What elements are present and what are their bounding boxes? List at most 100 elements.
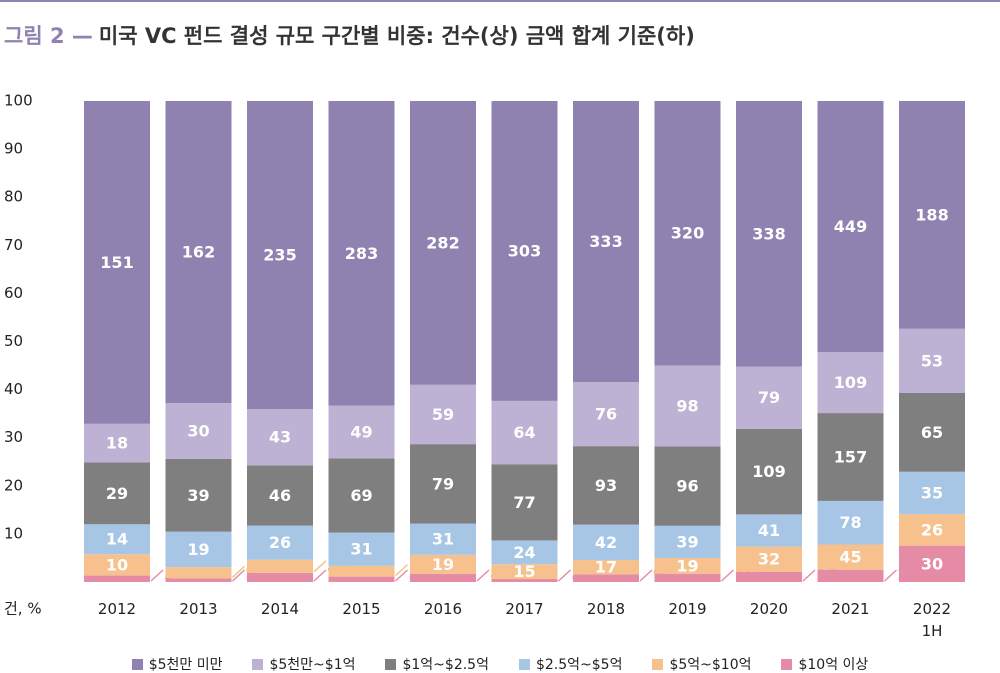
bar-segment xyxy=(491,464,558,541)
data-label: 151 xyxy=(100,253,133,272)
bar-segment xyxy=(247,572,313,582)
legend-swatch xyxy=(518,658,530,670)
legend-swatch xyxy=(652,658,664,670)
bar-segment xyxy=(817,544,884,570)
bar-segment xyxy=(736,101,802,367)
bar-segment xyxy=(899,545,965,582)
data-label: 76 xyxy=(595,405,617,424)
data-label: 15 xyxy=(513,562,535,581)
leader-line xyxy=(313,560,327,573)
data-label: 26 xyxy=(921,520,943,539)
bar-segment xyxy=(491,400,558,465)
bar-segment xyxy=(573,524,639,561)
bar-segment xyxy=(736,546,802,572)
bar-segment xyxy=(328,576,395,582)
data-label: 338 xyxy=(752,224,785,243)
legend-swatch xyxy=(252,658,264,670)
x-tick-label: 2014 xyxy=(260,600,300,618)
bar-segment xyxy=(165,567,232,579)
bar-segment xyxy=(410,554,476,574)
data-label: 30 xyxy=(187,421,209,440)
title-row: 그림 2 — 미국 VC 펀드 결성 규모 구간별 비중: 건수(상) 금액 합계… xyxy=(4,20,695,50)
data-label: 32 xyxy=(758,550,780,569)
x-tick-label: 2017 xyxy=(505,600,544,618)
data-label: 69 xyxy=(350,486,372,505)
bar-segment xyxy=(573,560,639,575)
bar-segment xyxy=(84,554,150,576)
bar-segment xyxy=(899,392,965,472)
data-label: 45 xyxy=(839,548,861,567)
data-label: 303 xyxy=(508,241,541,260)
data-label: 31 xyxy=(432,530,454,549)
x-tick-label: 2020 xyxy=(749,600,789,618)
leader-line xyxy=(231,569,246,582)
y-tick-label: 60 xyxy=(4,284,23,302)
leader-line xyxy=(802,569,816,582)
legend-item: $10억 이상 xyxy=(781,654,868,673)
bar-segment xyxy=(491,579,558,582)
x-tick-label: 2022 1H xyxy=(912,600,952,640)
bar-segment xyxy=(165,531,232,568)
y-axis-label: 건, % xyxy=(4,600,42,618)
data-label: 17 xyxy=(595,558,617,577)
x-tick-label: 2021 xyxy=(831,600,870,618)
legend-item: $5억~$10억 xyxy=(652,654,751,673)
legend-label: $1억~$2.5억 xyxy=(402,657,489,673)
bar-segment xyxy=(573,382,639,447)
leader-line xyxy=(720,569,735,582)
legend-item: $1억~$2.5억 xyxy=(385,654,489,673)
leader-line xyxy=(394,564,409,577)
data-label: 49 xyxy=(350,422,372,441)
legend-swatch xyxy=(131,658,143,670)
legend-item: $5천만 미만 xyxy=(131,654,222,673)
data-label: 43 xyxy=(269,428,291,447)
bar-segment xyxy=(328,405,395,459)
data-label: 64 xyxy=(513,423,535,442)
leader-line xyxy=(313,569,327,582)
bar-segment xyxy=(899,471,965,515)
y-tick-label: 70 xyxy=(4,236,23,254)
leader-line xyxy=(394,569,409,582)
data-label: 283 xyxy=(345,244,378,263)
data-label: 188 xyxy=(915,205,948,224)
data-label: 109 xyxy=(752,462,785,481)
data-label: 29 xyxy=(106,484,128,503)
bar-segment xyxy=(817,413,884,501)
y-tick-label: 100 xyxy=(4,92,33,110)
bar-segment xyxy=(247,408,313,466)
leader-line xyxy=(476,569,490,582)
bar-segment xyxy=(84,101,150,424)
bar-segment xyxy=(410,523,476,555)
legend-swatch xyxy=(781,658,793,670)
bar-segment xyxy=(247,101,313,409)
data-label: 39 xyxy=(676,532,698,551)
data-label: 449 xyxy=(834,217,867,236)
data-label: 10 xyxy=(106,555,128,574)
x-tick-label: 2018 xyxy=(586,600,626,618)
data-label: 42 xyxy=(595,533,617,552)
bar-segment xyxy=(654,446,721,526)
x-tick-label: 2019 xyxy=(668,600,707,618)
data-label: 79 xyxy=(758,388,780,407)
data-label: 24 xyxy=(513,543,535,562)
bar-segment xyxy=(573,101,639,383)
bar-segment xyxy=(247,465,313,526)
data-label: 53 xyxy=(921,351,943,370)
legend-swatch xyxy=(385,658,397,670)
data-label: 79 xyxy=(432,474,454,493)
bar-segment xyxy=(328,532,395,566)
legend-label: $10억 이상 xyxy=(798,657,869,673)
legend-item: $2.5억~$5억 xyxy=(518,654,622,673)
bar-segment xyxy=(328,458,395,533)
y-tick-label: 10 xyxy=(4,524,23,542)
bar-segment xyxy=(817,101,884,353)
chart-title: 미국 VC 펀드 결성 규모 구간별 비중: 건수(상) 금액 합계 기준(하) xyxy=(98,24,695,48)
data-label: 333 xyxy=(589,232,622,251)
bar-segment xyxy=(654,558,721,574)
data-label: 26 xyxy=(269,533,291,552)
legend: $5천만 미만 $5천만~$1억 $1억~$2.5억 $2.5억~$5억 $5억~$10… xyxy=(0,654,1000,673)
data-label: 78 xyxy=(839,513,861,532)
bar-segment xyxy=(165,578,232,582)
data-label: 162 xyxy=(182,243,215,262)
